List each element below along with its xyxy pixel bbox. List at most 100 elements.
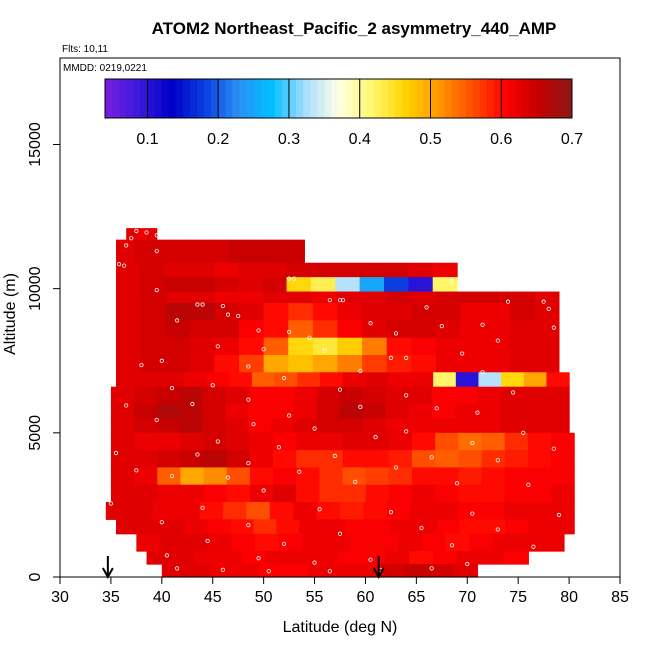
dates-label: MMDD: 0219,0221 (63, 63, 147, 74)
sample-point (475, 410, 480, 415)
sample-point (281, 375, 287, 381)
heatmap-cell (312, 337, 339, 356)
heatmap-cell (230, 519, 255, 535)
heatmap-cell (509, 337, 535, 356)
heatmap-cell (342, 372, 366, 388)
heatmap-cell (432, 277, 458, 293)
heatmap-cell (180, 467, 205, 486)
heatmap-cell (481, 432, 506, 451)
heatmap-cell (189, 337, 216, 356)
heatmap-cell (140, 354, 166, 373)
heatmap-cell (273, 484, 297, 503)
heatmap-cell (214, 303, 240, 321)
heatmap-cell (481, 450, 506, 469)
heatmap-cell (116, 262, 141, 278)
colorbar-segment (239, 79, 248, 118)
sample-point (154, 233, 159, 238)
sample-point (470, 440, 475, 446)
heatmap-cell (319, 484, 344, 503)
heatmap-cell (411, 291, 437, 304)
heatmap-cell (337, 320, 363, 339)
sample-point (404, 355, 409, 360)
sample-point (159, 358, 164, 363)
heatmap-cell (164, 262, 190, 278)
heatmap-cell (249, 467, 274, 486)
x-tick-label: 60 (357, 589, 375, 606)
heatmap-cell (294, 386, 318, 405)
heatmap-cell (386, 320, 412, 339)
sample-point (286, 413, 292, 418)
heatmap-cell (509, 354, 535, 373)
heatmap-cell (350, 533, 375, 552)
sample-point (124, 403, 129, 408)
sample-point (312, 560, 317, 565)
colorbar-segment (487, 79, 495, 118)
colorbar-segment (395, 79, 403, 118)
heatmap-cell (307, 564, 333, 578)
heatmap-cell (551, 519, 575, 535)
heatmap-cell (431, 418, 456, 434)
sample-points (108, 228, 572, 574)
sample-point (139, 362, 144, 368)
heatmap-cell (455, 372, 480, 388)
heatmap-cell (408, 418, 433, 434)
heatmap-cell (110, 418, 135, 434)
heatmap-cell (362, 404, 387, 420)
heatmap-cell (397, 533, 423, 552)
heatmap-cell (431, 386, 456, 405)
heatmap-cell (388, 450, 413, 469)
heatmap-cell (458, 467, 483, 486)
heatmap-cell (165, 303, 191, 321)
heatmap-cell (312, 303, 339, 321)
heatmap-cell (206, 372, 230, 388)
heatmap-cell (170, 551, 195, 565)
heatmap-cell (255, 533, 280, 552)
sample-point (495, 338, 500, 343)
heatmap-cell (202, 386, 227, 405)
arrow-head (101, 567, 114, 580)
heatmap-cell (503, 502, 528, 520)
heatmap-cell (263, 291, 289, 304)
heatmap-cell (116, 239, 136, 264)
sample-point (551, 446, 556, 451)
heatmap-cell (165, 291, 191, 304)
heatmap-cell (435, 291, 462, 304)
colorbar-segment (359, 79, 368, 118)
heatmap-cell (203, 484, 228, 503)
x-tick-label: 35 (102, 589, 120, 606)
heatmap-cell (146, 228, 158, 241)
heatmap-cell (408, 386, 433, 405)
heatmap-cell (460, 337, 486, 356)
colorbar-segment (303, 79, 311, 118)
colorbar-segment (147, 79, 156, 118)
heatmap-cell (134, 239, 155, 264)
heatmap-cell (237, 262, 263, 278)
heatmap-cell (435, 320, 462, 339)
colorbar-segment (274, 79, 283, 118)
heatmap-cell (362, 386, 387, 405)
heatmap-cell (199, 502, 224, 520)
heatmap-cell (266, 239, 287, 264)
heatmap-cell (386, 291, 412, 304)
heatmap-cell (286, 262, 312, 278)
heatmap-cell (534, 303, 560, 321)
sample-point (225, 312, 231, 317)
heatmap-cell (283, 564, 309, 578)
sample-point (317, 507, 322, 512)
heatmap-cell (285, 239, 305, 264)
heatmap-cell (110, 467, 135, 486)
heatmap-cell (186, 564, 211, 578)
colorbar-segment (536, 79, 545, 118)
sample-point (225, 475, 231, 480)
heatmap-cell (138, 372, 162, 388)
heatmap-cell (242, 551, 267, 565)
sample-point (292, 276, 297, 281)
heatmap-cell (176, 502, 201, 520)
heatmap-cell (234, 564, 260, 578)
sample-point (516, 286, 521, 291)
sample-point (434, 406, 439, 411)
heatmap-cell (527, 432, 552, 451)
heatmap-cell (362, 320, 388, 339)
heatmap-cell (248, 418, 272, 434)
